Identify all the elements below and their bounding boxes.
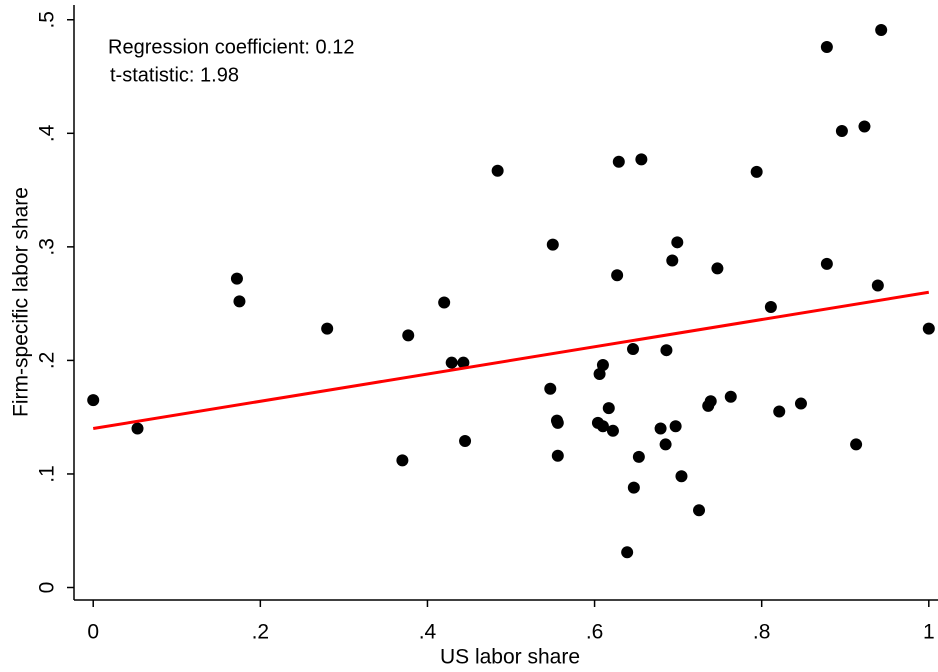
x-tick-label: .4 [419, 621, 437, 644]
point [669, 420, 682, 433]
point [596, 420, 609, 433]
point [850, 438, 863, 451]
point [711, 262, 724, 275]
point [612, 155, 625, 168]
point [750, 165, 763, 178]
point [632, 450, 645, 463]
point [402, 329, 415, 342]
point [654, 422, 667, 435]
point [724, 390, 737, 403]
point [820, 41, 833, 54]
y-tick-label: .4 [36, 124, 59, 142]
x-tick-label: .2 [252, 621, 270, 644]
point [704, 395, 717, 408]
point [546, 238, 559, 251]
y-tick-label: .1 [36, 465, 59, 483]
y-tick-label: .3 [36, 238, 59, 256]
point [922, 322, 935, 335]
point [396, 454, 409, 467]
y-tick-label: .5 [36, 11, 59, 29]
point [233, 295, 246, 308]
point [606, 424, 619, 437]
point [611, 269, 624, 282]
x-tick-label: .6 [586, 621, 604, 644]
point [627, 343, 640, 356]
point [659, 438, 672, 451]
point [131, 422, 144, 435]
point [671, 236, 684, 249]
point [794, 397, 807, 410]
point [693, 504, 706, 517]
point [621, 546, 634, 559]
point [230, 272, 243, 285]
annotation: t-statistic: 1.98 [110, 64, 239, 86]
point [820, 257, 833, 270]
point [871, 279, 884, 292]
point [764, 301, 777, 314]
point [635, 153, 648, 166]
point [773, 405, 786, 418]
y-tick-label: 0 [36, 582, 59, 594]
point [835, 125, 848, 138]
point [544, 382, 557, 395]
x-axis-title: US labor share [440, 646, 580, 669]
point [858, 120, 871, 133]
point [660, 344, 673, 357]
regression-line [92, 290, 930, 431]
point [602, 402, 615, 415]
point [321, 322, 334, 335]
point [551, 449, 564, 462]
y-tick-label: .2 [36, 352, 59, 370]
point [627, 481, 640, 494]
point [596, 358, 609, 371]
x-tick-label: 1 [923, 621, 935, 644]
x-tick-label: 0 [87, 621, 99, 644]
point [491, 164, 504, 177]
point [459, 435, 472, 448]
point [593, 368, 606, 381]
x-tick-label: .8 [753, 621, 771, 644]
y-axis-title: Firm-specific labor share [10, 187, 33, 417]
point [675, 470, 688, 483]
annotation: Regression coefficient: 0.12 [108, 36, 354, 58]
point [457, 356, 470, 369]
point [875, 23, 888, 36]
point [551, 416, 564, 429]
point [445, 356, 458, 369]
point [438, 296, 451, 309]
point [666, 254, 679, 267]
point [87, 394, 100, 407]
